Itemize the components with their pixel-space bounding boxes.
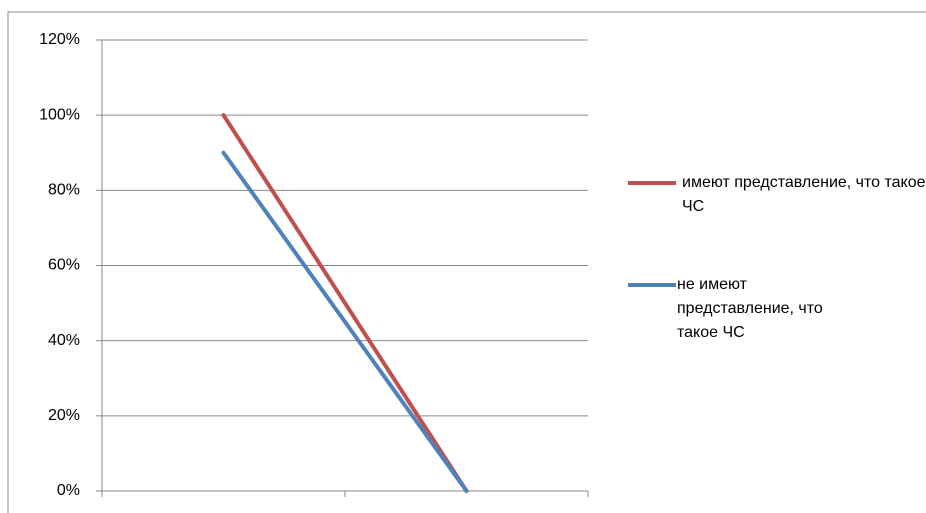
y-tick-label: 0% bbox=[57, 482, 80, 499]
legend-label: имеют представление, что такое ЧС bbox=[682, 174, 926, 215]
y-tick-label: 120% bbox=[39, 31, 80, 48]
series-line bbox=[221, 150, 469, 493]
y-tick-label: 60% bbox=[48, 257, 80, 274]
series-line bbox=[221, 113, 469, 493]
y-tick-label: 100% bbox=[39, 106, 80, 123]
y-tick-label: 20% bbox=[48, 407, 80, 424]
legend-label: не имеют представление, что такое ЧС bbox=[677, 276, 823, 341]
y-tick-label: 40% bbox=[48, 332, 80, 349]
chart-border bbox=[7, 11, 926, 513]
y-tick-label: 80% bbox=[48, 182, 80, 199]
